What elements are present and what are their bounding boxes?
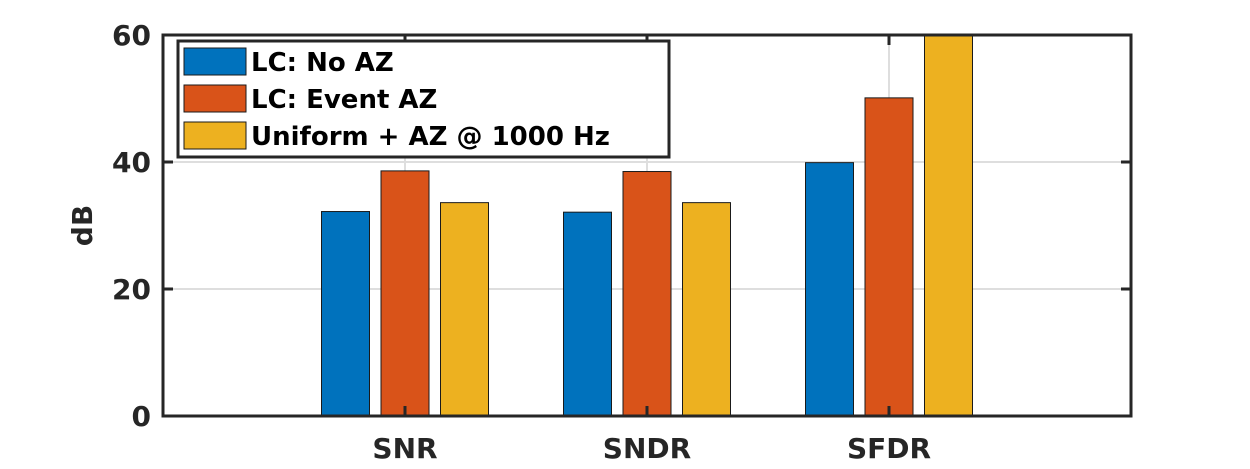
y-tick-labels: 0 20 40 60 [112,19,151,433]
legend-swatch [183,47,247,76]
legend-box [176,39,671,159]
y-tick-label: 20 [112,273,151,306]
legend-swatch [183,121,247,150]
axis-ticks [163,33,1131,418]
bar [440,202,489,417]
y-tick-label: 60 [112,19,151,52]
legend: LC: No AZ LC: Event AZ Uniform + AZ @ 1000… [176,39,671,159]
y-tick-label: 0 [132,400,151,433]
x-tick-label: SFDR [847,432,931,465]
bar [321,211,370,417]
legend-swatch [183,84,247,113]
x-tick-label: SNR [372,432,437,465]
x-tick-labels: SNR SNDR SFDR [372,432,931,465]
legend-label: LC: No AZ [251,48,394,78]
x-tick-label: SNDR [603,432,691,465]
bar [682,202,731,417]
bar [563,211,612,417]
bars [321,34,973,417]
bar [622,171,672,417]
legend-label: Uniform + AZ @ 1000 Hz [251,122,610,152]
y-axis-label: dB [66,205,99,246]
legend-label: LC: Event AZ [251,85,437,115]
bar [380,170,430,417]
bar [924,34,973,417]
bar [864,97,914,417]
bar [805,162,854,417]
y-tick-label: 40 [112,146,151,179]
